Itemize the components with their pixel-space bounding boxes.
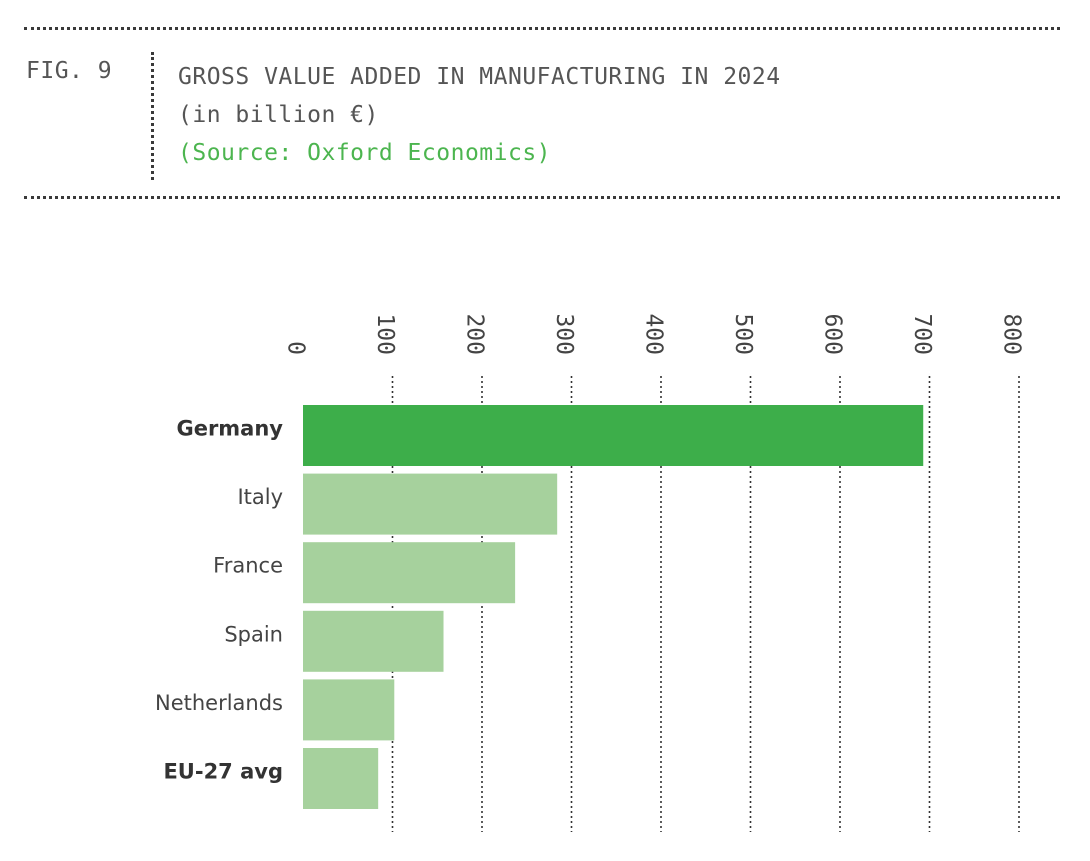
figure-number: FIG. 9 [26, 58, 113, 84]
x-tick-label-500: 500 [730, 313, 756, 355]
chart-header: GROSS VALUE ADDED IN MANUFACTURING IN 20… [178, 58, 781, 172]
bar-italy [303, 473, 558, 535]
category-label-italy: Italy [237, 485, 283, 509]
bottom-dotted-rule [24, 196, 1060, 199]
top-dotted-rule [24, 27, 1060, 30]
bar-france [303, 542, 516, 604]
bar-netherlands [303, 679, 395, 741]
x-tick-label-0: 0 [283, 341, 309, 355]
bar-eu-27-avg [303, 748, 379, 809]
x-tick-label-600: 600 [820, 313, 846, 355]
x-tick-label-100: 100 [372, 313, 398, 355]
x-tick-label-200: 200 [462, 313, 488, 355]
chart-source: (Source: Oxford Economics) [178, 140, 552, 166]
bar-spain [303, 610, 444, 672]
x-tick-label-400: 400 [641, 313, 667, 355]
x-tick-label-700: 700 [909, 313, 935, 355]
category-label-france: France [213, 554, 283, 578]
x-tick-label-300: 300 [551, 313, 577, 355]
chart-unit: (in billion €) [178, 102, 379, 128]
category-label-eu-27-avg: EU-27 avg [163, 760, 283, 784]
category-label-spain: Spain [224, 622, 283, 646]
header-dotted-divider [151, 52, 154, 180]
bar-germany [303, 405, 924, 466]
category-label-germany: Germany [176, 417, 283, 441]
category-label-netherlands: Netherlands [155, 691, 283, 715]
x-tick-label-800: 800 [999, 313, 1025, 355]
chart-title: GROSS VALUE ADDED IN MANUFACTURING IN 20… [178, 64, 781, 90]
